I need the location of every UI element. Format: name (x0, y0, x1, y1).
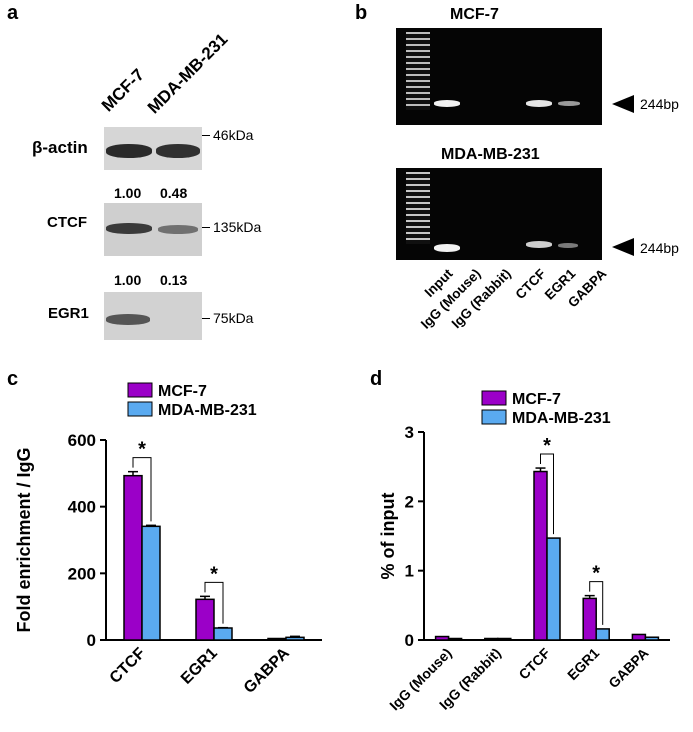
blot-label-egr1: EGR1 (48, 305, 89, 322)
marker-ctcf: 135kDa (213, 219, 262, 235)
bar-egr1-mcf7 (195, 598, 215, 641)
marker-tick-ctcf (202, 227, 210, 228)
blot-label-actin: β-actin (32, 138, 88, 157)
blot-egr1 (104, 292, 202, 340)
gel1-band-input (434, 100, 460, 107)
panel-d-letter: d (370, 368, 383, 390)
x-tick-label: GABPA (605, 645, 651, 691)
legend-swatch-mda (127, 401, 153, 417)
band-ctcf-mcf7 (106, 223, 152, 234)
band-egr1-mcf7 (106, 314, 150, 325)
bar-gabpa-mda (644, 636, 660, 641)
gel2-band-ctcf (526, 241, 552, 248)
band-actin-mda (156, 144, 200, 158)
legend-swatch-mcf7 (481, 390, 507, 406)
band-actin-mcf7 (106, 144, 152, 158)
y-axis-label: % of input (378, 493, 398, 580)
bar-igg-mouse--mcf7 (434, 635, 450, 641)
bar-ctcf-mda (546, 537, 561, 641)
arrow-icon (612, 95, 634, 113)
legend-label-mda: MDA-MB-231 (158, 402, 257, 419)
x-tick-label: GABPA (241, 644, 293, 696)
y-tick-label: 0 (405, 631, 414, 650)
blot-actin (104, 127, 202, 170)
ladder-mcf7 (406, 32, 430, 110)
x-tick-label: CTCF (107, 645, 149, 687)
legend-label-mda: MDA-MB-231 (512, 410, 611, 427)
bar-ctcf-mcf7 (123, 474, 143, 641)
x-tick-label: EGR1 (178, 645, 221, 688)
chart-fold-enrichment: 0 200 400 600 Fold enrichment / IgG CTCF EGR1 G… (14, 382, 322, 697)
ladder-mda (406, 172, 430, 244)
gel1-band-egr1 (558, 101, 580, 106)
legend-swatch-mcf7 (127, 382, 153, 398)
gel-size-mcf7: 244bp (640, 96, 679, 112)
significance-star: * (543, 435, 551, 457)
gel-title-mcf7: MCF-7 (450, 6, 499, 23)
ratio-egr1-mda: 0.13 (160, 272, 188, 288)
panel-c-letter: c (7, 368, 19, 390)
bar-igg-mouse--mda (447, 637, 463, 641)
legend-label-mcf7: MCF-7 (158, 383, 207, 400)
cell-line-label-mda: MDA-MB-231 (143, 29, 232, 118)
y-tick-label: 3 (405, 423, 414, 442)
bar-ctcf-mda (141, 525, 161, 641)
legend-swatch-mda (481, 409, 507, 425)
bar-igg-rabbit--mcf7 (484, 637, 499, 641)
band-ctcf-mda (158, 225, 198, 234)
ratio-ctcf-mcf7: 1.00 (114, 185, 142, 201)
ratio-egr1-mcf7: 1.00 (114, 272, 142, 288)
legend-label-mcf7: MCF-7 (512, 391, 561, 408)
bar-egr1-mda (595, 628, 610, 641)
y-tick-label: 1 (405, 562, 414, 581)
significance-bracket (204, 581, 224, 624)
significance-bracket (589, 581, 604, 625)
y-tick-label: 600 (68, 431, 96, 450)
bar-ctcf-mcf7 (533, 470, 548, 641)
bar-gabpa-mcf7 (631, 633, 647, 641)
significance-bracket (540, 453, 554, 535)
significance-star: * (210, 563, 218, 585)
marker-actin: 46kDa (213, 127, 254, 143)
bar-gabpa-mcf7 (267, 637, 287, 641)
gel-mda (396, 168, 602, 260)
significance-star: * (592, 563, 600, 585)
bar-gabpa-mda (285, 636, 305, 641)
lane-label-ctcf: CTCF (512, 266, 549, 303)
blot-ctcf (104, 203, 202, 256)
marker-tick-egr1 (202, 318, 210, 319)
arrow-icon (612, 238, 634, 256)
significance-bracket (132, 457, 152, 522)
x-tick-label: EGR1 (564, 645, 602, 683)
blot-label-ctcf: CTCF (47, 214, 87, 231)
panel-a-letter: a (7, 2, 19, 24)
y-tick-label: 0 (87, 631, 96, 650)
gel-title-mda: MDA-MB-231 (441, 146, 540, 163)
panel-b-letter: b (355, 2, 368, 24)
ratio-ctcf-mda: 0.48 (160, 185, 188, 201)
bar-egr1-mda (213, 627, 233, 641)
cell-line-label-mcf7: MCF-7 (97, 65, 149, 116)
gel1-band-ctcf (526, 100, 552, 107)
y-tick-label: 200 (68, 564, 96, 583)
y-axis-label: Fold enrichment / IgG (14, 447, 34, 632)
y-tick-label: 400 (68, 498, 96, 517)
gel-size-mda: 244bp (640, 240, 679, 256)
bar-egr1-mcf7 (582, 597, 597, 641)
gel2-band-input (434, 244, 460, 252)
gel-mcf7 (396, 28, 602, 125)
significance-star: * (138, 439, 146, 461)
bar-igg-rabbit--mda (497, 637, 512, 641)
gel2-band-egr1 (558, 243, 578, 248)
marker-tick-actin (202, 135, 210, 136)
marker-egr1: 75kDa (213, 310, 254, 326)
x-tick-label: CTCF (515, 644, 553, 682)
y-tick-label: 2 (405, 492, 414, 511)
